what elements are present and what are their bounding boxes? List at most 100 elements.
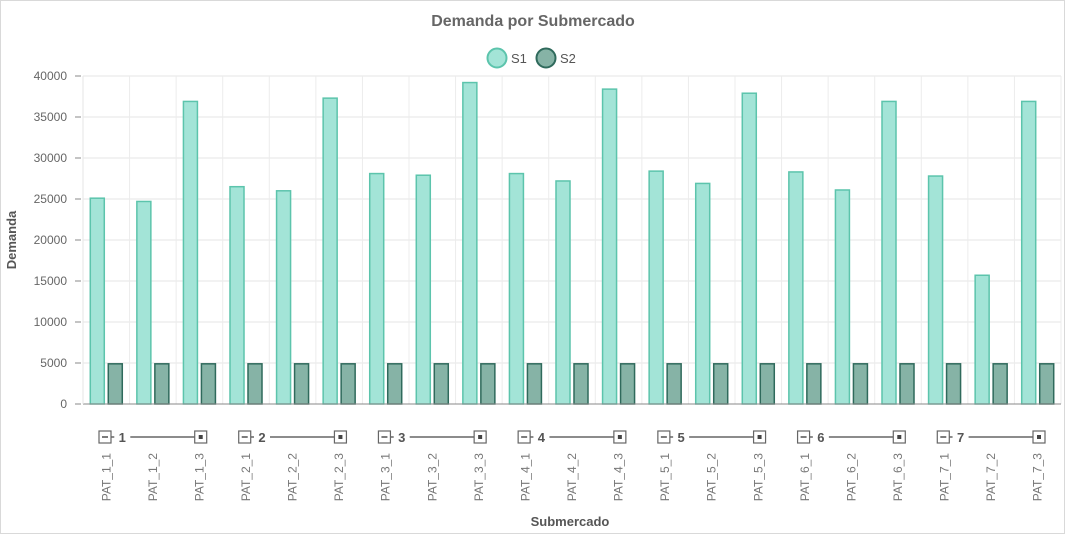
bar-s2-pat_3_3[interactable] bbox=[480, 363, 496, 405]
x-tick-label: PAT_1_2 bbox=[146, 453, 160, 502]
bar-s1-pat_6_1[interactable] bbox=[788, 171, 804, 405]
bar-s2-pat_2_3[interactable] bbox=[340, 363, 356, 405]
x-tick-label: PAT_1_3 bbox=[192, 453, 206, 502]
bar-s1-pat_4_1[interactable] bbox=[508, 172, 525, 405]
bar-s1-pat_1_1[interactable] bbox=[89, 197, 106, 405]
bar-s2-pat_1_1[interactable] bbox=[107, 363, 124, 405]
x-tick-label: PAT_2_3 bbox=[332, 453, 346, 502]
y-tick-label: 25000 bbox=[34, 192, 68, 206]
legend-swatch bbox=[486, 47, 508, 69]
bar-s2-pat_5_2[interactable] bbox=[712, 363, 729, 405]
bar-s1-pat_3_3[interactable] bbox=[462, 81, 478, 405]
x-tick-label: PAT_5_3 bbox=[751, 453, 765, 502]
x-axis: PAT_1_1 PAT_1_2 PAT_1_3 PAT_2_1 PAT_2_2 PAT_2… bbox=[82, 76, 1061, 502]
bar-s1-pat_5_1[interactable] bbox=[648, 170, 664, 405]
group-label-bg bbox=[254, 428, 270, 446]
group-header-1[interactable]: 1 bbox=[98, 428, 208, 446]
y-tick-label: 30000 bbox=[34, 151, 68, 165]
group-label-bg bbox=[114, 428, 131, 446]
square-glyph bbox=[617, 435, 622, 439]
square-glyph bbox=[757, 435, 762, 439]
bar-s2-pat_1_2[interactable] bbox=[154, 363, 170, 405]
square-glyph bbox=[198, 435, 203, 439]
legend-item-s1[interactable]: S1 bbox=[486, 47, 527, 69]
x-axis-title: Submercado bbox=[531, 514, 610, 529]
group-header-5[interactable]: 5 bbox=[657, 428, 767, 446]
grid bbox=[82, 75, 1062, 405]
bar-s2-pat_4_3[interactable] bbox=[619, 363, 636, 405]
bar-s1-pat_5_3[interactable] bbox=[741, 92, 758, 405]
group-header-3[interactable]: 3 bbox=[377, 428, 487, 446]
group-header-2[interactable]: 2 bbox=[238, 428, 348, 446]
x-tick-label: PAT_6_1 bbox=[798, 453, 812, 502]
x-tick-label: PAT_1_1 bbox=[99, 453, 113, 502]
bar-s2-pat_6_1[interactable] bbox=[806, 363, 822, 405]
bar-s1-pat_1_3[interactable] bbox=[182, 100, 199, 405]
group-label: 6 bbox=[817, 430, 824, 445]
bar-s1-pat_6_3[interactable] bbox=[881, 100, 897, 405]
group-header-7[interactable]: 7 bbox=[936, 428, 1046, 446]
bar-s2-pat_5_1[interactable] bbox=[666, 363, 682, 405]
bar-s1-pat_7_2[interactable] bbox=[974, 274, 990, 405]
x-tick-label: PAT_5_2 bbox=[705, 453, 719, 502]
chart-title: Demanda por Submercado bbox=[431, 13, 635, 30]
bar-s2-pat_3_2[interactable] bbox=[433, 363, 450, 405]
y-axis-title: Demanda bbox=[4, 210, 19, 269]
bar-s1-pat_7_1[interactable] bbox=[927, 175, 944, 405]
square-glyph bbox=[338, 435, 343, 439]
bar-s1-pat_3_2[interactable] bbox=[415, 174, 432, 405]
square-glyph bbox=[478, 435, 483, 439]
bar-s2-pat_7_3[interactable] bbox=[1038, 363, 1055, 405]
x-tick-label: PAT_4_3 bbox=[612, 453, 626, 502]
legend-label: S2 bbox=[560, 51, 576, 66]
bar-s2-pat_7_1[interactable] bbox=[945, 363, 962, 405]
y-tick-label: 10000 bbox=[34, 315, 68, 329]
group-label: 7 bbox=[957, 430, 964, 445]
bar-s1-pat_7_3[interactable] bbox=[1020, 100, 1037, 405]
group-header-6[interactable]: 6 bbox=[796, 428, 906, 446]
bar-s2-pat_4_2[interactable] bbox=[573, 363, 589, 405]
x-tick-label: PAT_2_1 bbox=[239, 453, 253, 502]
x-tick-label: PAT_3_2 bbox=[425, 453, 439, 502]
group-label: 5 bbox=[678, 430, 685, 445]
square-glyph bbox=[1037, 435, 1041, 439]
bar-s2-pat_3_1[interactable] bbox=[386, 363, 403, 405]
x-tick-label: PAT_6_2 bbox=[844, 453, 858, 502]
x-tick-label: PAT_7_3 bbox=[1031, 453, 1045, 502]
x-tick-label: PAT_4_1 bbox=[518, 453, 532, 502]
bar-s1-pat_2_2[interactable] bbox=[275, 190, 292, 405]
bar-s1-pat_3_1[interactable] bbox=[368, 172, 385, 405]
bar-s1-pat_1_2[interactable] bbox=[136, 200, 152, 405]
legend-item-s2[interactable]: S2 bbox=[535, 47, 576, 69]
legend-label: S1 bbox=[511, 51, 527, 66]
legend[interactable]: S1 S2 bbox=[486, 47, 576, 69]
bar-s1-pat_4_2[interactable] bbox=[555, 180, 571, 405]
bar-s2-pat_6_2[interactable] bbox=[852, 363, 869, 405]
group-label-bg bbox=[393, 428, 410, 446]
bar-s1-pat_6_2[interactable] bbox=[834, 189, 851, 405]
bar-s1-pat_2_1[interactable] bbox=[229, 185, 245, 405]
group-label-bg bbox=[533, 428, 550, 446]
square-glyph bbox=[897, 435, 902, 439]
x-tick-label: PAT_5_1 bbox=[658, 453, 672, 502]
group-header-4[interactable]: 4 bbox=[517, 428, 627, 446]
bar-s2-pat_6_3[interactable] bbox=[899, 363, 915, 405]
bar-s1-pat_5_2[interactable] bbox=[694, 182, 711, 405]
x-tick-label: PAT_7_1 bbox=[938, 453, 952, 502]
group-label: 3 bbox=[398, 430, 405, 445]
bar-s1-pat_4_3[interactable] bbox=[601, 88, 618, 405]
group-label: 1 bbox=[119, 430, 126, 445]
bar-s2-pat_2_1[interactable] bbox=[247, 363, 263, 405]
bar-s2-pat_2_2[interactable] bbox=[293, 363, 310, 405]
x-tick-label: PAT_3_1 bbox=[379, 453, 393, 502]
bar-s2-pat_1_3[interactable] bbox=[200, 363, 217, 405]
bar-s2-pat_7_2[interactable] bbox=[992, 363, 1008, 405]
bar-s2-pat_5_3[interactable] bbox=[759, 363, 776, 405]
bar-s2-pat_4_1[interactable] bbox=[526, 363, 543, 405]
group-label: 4 bbox=[538, 430, 546, 445]
bars bbox=[89, 81, 1055, 405]
bar-s1-pat_2_3[interactable] bbox=[322, 97, 338, 405]
y-tick-label: 35000 bbox=[34, 110, 68, 124]
